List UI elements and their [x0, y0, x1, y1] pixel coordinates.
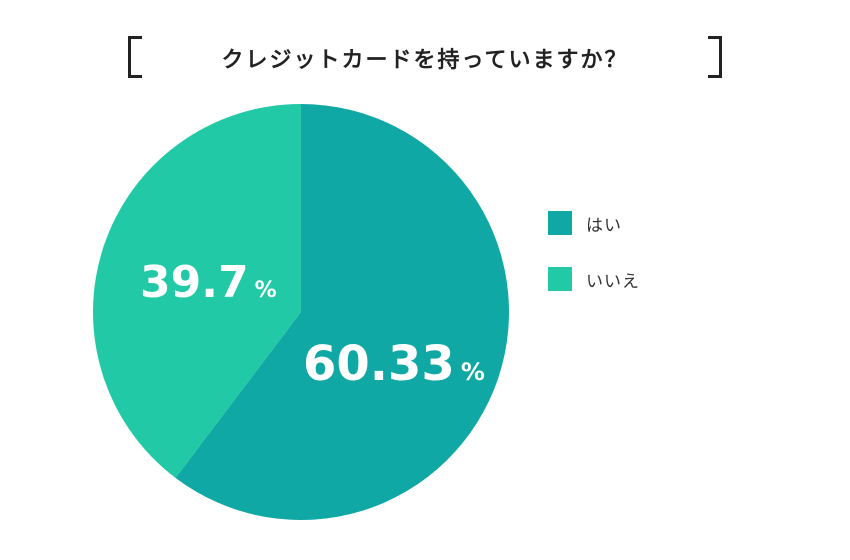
legend-label-no: いいえ	[586, 271, 640, 292]
title-left-bracket	[128, 36, 142, 78]
pie-data-label-yes-unit: %	[461, 358, 485, 386]
legend-item-yes: はい	[548, 210, 640, 236]
chart-title-block: クレジットカードを持っていますか？	[128, 36, 722, 80]
title-right-bracket	[708, 36, 722, 78]
legend-item-no: いいえ	[548, 266, 640, 292]
pie-data-label-no: 39.7%	[140, 257, 277, 308]
pie-data-label-no-value: 39.7	[140, 257, 249, 308]
pie-data-label-yes-value: 60.33	[303, 336, 455, 392]
pie-data-label-no-unit: %	[255, 278, 277, 303]
legend-swatch-yes	[548, 211, 572, 235]
legend-swatch-no	[548, 267, 572, 291]
pie-slice-no	[93, 104, 301, 478]
legend-label-yes: はい	[586, 215, 622, 236]
pie-slice-yes	[175, 104, 509, 520]
pie-data-label-yes: 60.33%	[303, 336, 485, 392]
legend: はい いいえ	[548, 210, 640, 322]
chart-title: クレジットカードを持っていますか？	[221, 48, 629, 73]
